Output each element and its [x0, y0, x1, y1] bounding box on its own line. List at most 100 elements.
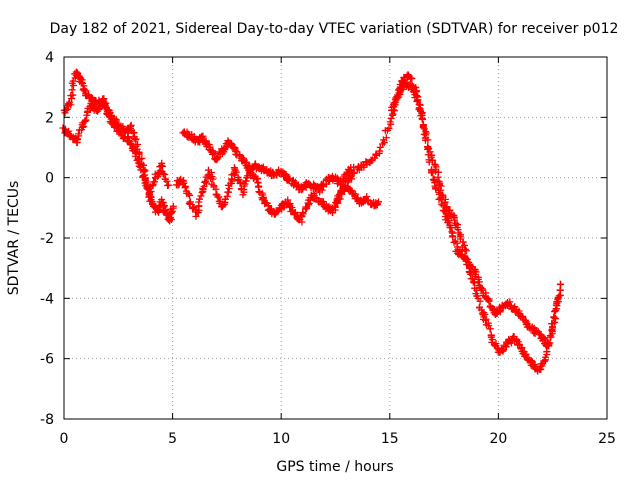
data-point: [68, 86, 76, 94]
data-point: [168, 207, 176, 215]
data-point: [198, 132, 206, 140]
data-point: [546, 339, 554, 347]
y-tick-label: -8: [40, 412, 54, 428]
data-point: [436, 181, 444, 189]
data-point: [552, 315, 559, 323]
data-point: [386, 118, 394, 126]
data-point: [203, 179, 211, 187]
x-tick-label: 10: [272, 431, 290, 447]
data-point: [259, 195, 267, 203]
data-point: [372, 150, 380, 158]
x-axis-label: GPS time / hours: [276, 459, 393, 475]
data-point: [73, 136, 81, 144]
data-point: [273, 208, 281, 216]
data-point: [305, 199, 313, 207]
data-point: [232, 168, 240, 176]
data-point: [415, 105, 423, 113]
series-6: [388, 78, 565, 350]
data-point: [164, 181, 172, 189]
data-point: [65, 127, 73, 135]
y-tick-label: -4: [40, 291, 54, 307]
data-point: [488, 336, 496, 344]
data-point: [548, 320, 556, 328]
data-point: [453, 223, 461, 231]
data-point: [69, 91, 77, 99]
data-point: [485, 297, 493, 305]
data-point: [251, 160, 259, 168]
data-point: [379, 140, 387, 148]
data-point: [139, 165, 147, 173]
x-tick-label: 5: [168, 431, 177, 447]
data-point: [425, 158, 433, 166]
data-point: [556, 280, 564, 288]
data-point: [75, 132, 83, 140]
data-point: [237, 178, 245, 186]
data-point: [231, 167, 239, 175]
data-point: [437, 200, 445, 208]
data-point: [210, 150, 218, 158]
x-tick-label: 15: [381, 431, 399, 447]
data-point: [197, 192, 205, 200]
chart-title: Day 182 of 2021, Sidereal Day-to-day VTE…: [50, 21, 619, 37]
data-point: [236, 179, 244, 187]
data-point: [498, 347, 506, 355]
data-point: [235, 151, 243, 159]
data-point: [186, 198, 194, 206]
data-point: [550, 313, 558, 321]
data-point: [139, 172, 147, 180]
x-tick-label: 25: [598, 431, 616, 447]
y-tick-label: 0: [45, 171, 54, 187]
data-point: [185, 199, 193, 207]
y-axis-label: SDTVAR / TECUs: [6, 181, 22, 296]
y-tick-label: 2: [45, 110, 54, 126]
data-point: [419, 115, 427, 123]
data-point: [547, 333, 555, 341]
data-point: [376, 147, 384, 155]
data-point: [158, 196, 166, 204]
data-point: [447, 224, 455, 232]
y-tick-label: -6: [40, 352, 54, 368]
x-tick-label: 20: [489, 431, 507, 447]
y-tick-label: 4: [45, 50, 54, 66]
data-point: [147, 188, 155, 196]
data-point: [349, 168, 357, 176]
data-point: [169, 202, 177, 210]
data-point: [201, 177, 209, 185]
data-point: [102, 99, 110, 107]
data-point: [158, 159, 166, 167]
data-point: [224, 188, 232, 196]
data-point: [382, 134, 390, 142]
data-point: [66, 98, 74, 106]
grid: [64, 57, 607, 419]
data-point: [476, 297, 484, 305]
data-point: [363, 193, 371, 201]
data-point: [82, 116, 90, 124]
data-point: [196, 195, 204, 203]
data-point: [434, 173, 442, 181]
data-point: [255, 188, 263, 196]
data-point: [419, 124, 427, 132]
data-point: [117, 130, 125, 138]
data-point: [181, 184, 189, 192]
data-point: [135, 162, 143, 170]
data-point: [145, 192, 153, 200]
data-point: [429, 169, 437, 177]
data-point: [209, 150, 217, 158]
data-point: [420, 130, 428, 138]
data-point: [241, 180, 249, 188]
data-point: [416, 101, 424, 109]
data-point: [449, 233, 457, 241]
axis-ticks: 0 5 10 15 20 25 -8 -6 -4 -2 0 2 4: [40, 50, 616, 447]
series-3: [179, 128, 358, 196]
data-point: [192, 212, 200, 220]
data-point: [186, 191, 194, 199]
data-point: [424, 151, 432, 159]
data-point: [225, 185, 233, 193]
data-point: [184, 190, 192, 198]
data-point: [302, 205, 310, 213]
data-points: [59, 68, 565, 375]
data-point: [466, 264, 474, 272]
data-point: [460, 241, 468, 249]
data-point: [63, 105, 71, 113]
